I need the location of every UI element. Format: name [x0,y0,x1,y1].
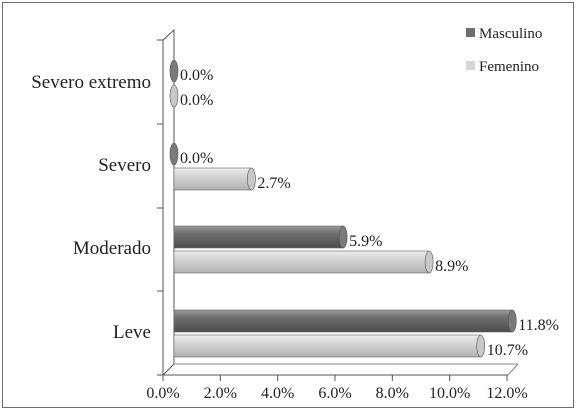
bar-femenino-leve [173,334,482,358]
data-label-femenino-severo-extremo: 0.0% [180,92,213,109]
bar-cap-masculino-moderado [338,225,348,249]
category-label-severo-extremo: Severo extremo [31,72,151,93]
x-tick-label: 0.0% [146,385,179,402]
data-label-femenino-moderado: 8.9% [435,258,468,275]
bar-femenino-moderado [173,250,430,274]
bar-femenino-severo [173,167,252,191]
data-label-masculino-severo-extremo: 0.0% [180,67,213,84]
bar-masculino-moderado [173,225,344,249]
category-label-moderado: Moderado [73,238,151,259]
back-wall [162,28,175,377]
category-label-severo: Severo [98,155,151,176]
legend-swatch-masculino [466,28,475,37]
x-tick-label: 12.0% [486,385,527,402]
bar-cap-masculino-leve [507,309,517,333]
bar-masculino-leve [173,309,513,333]
bar-cap-femenino-moderado [424,250,434,274]
category-label-leve: Leve [113,322,151,343]
x-tick-label: 10.0% [429,385,470,402]
bar-cap-masculino-severo [169,142,179,166]
legend-label-femenino: Femenino [479,59,539,75]
data-label-masculino-leve: 11.8% [518,317,559,334]
legend-label-masculino: Masculino [479,26,542,42]
data-label-masculino-moderado: 5.9% [349,233,382,250]
x-tick-label: 6.0% [318,385,351,402]
bar-cap-masculino-severo-extremo [169,59,179,83]
x-tick-label: 2.0% [204,385,237,402]
data-label-femenino-severo: 2.7% [257,175,290,192]
bar-cap-femenino-severo-extremo [169,84,179,108]
legend-swatch-femenino [466,61,475,70]
floor-right-edge [507,363,519,376]
x-tick-label: 4.0% [261,385,294,402]
x-tick-label: 8.0% [376,385,409,402]
bar-cap-femenino-severo [247,167,256,191]
data-label-masculino-severo: 0.0% [180,150,213,167]
data-label-femenino-leve: 10.7% [487,342,528,359]
bar-cap-femenino-leve [476,334,486,358]
